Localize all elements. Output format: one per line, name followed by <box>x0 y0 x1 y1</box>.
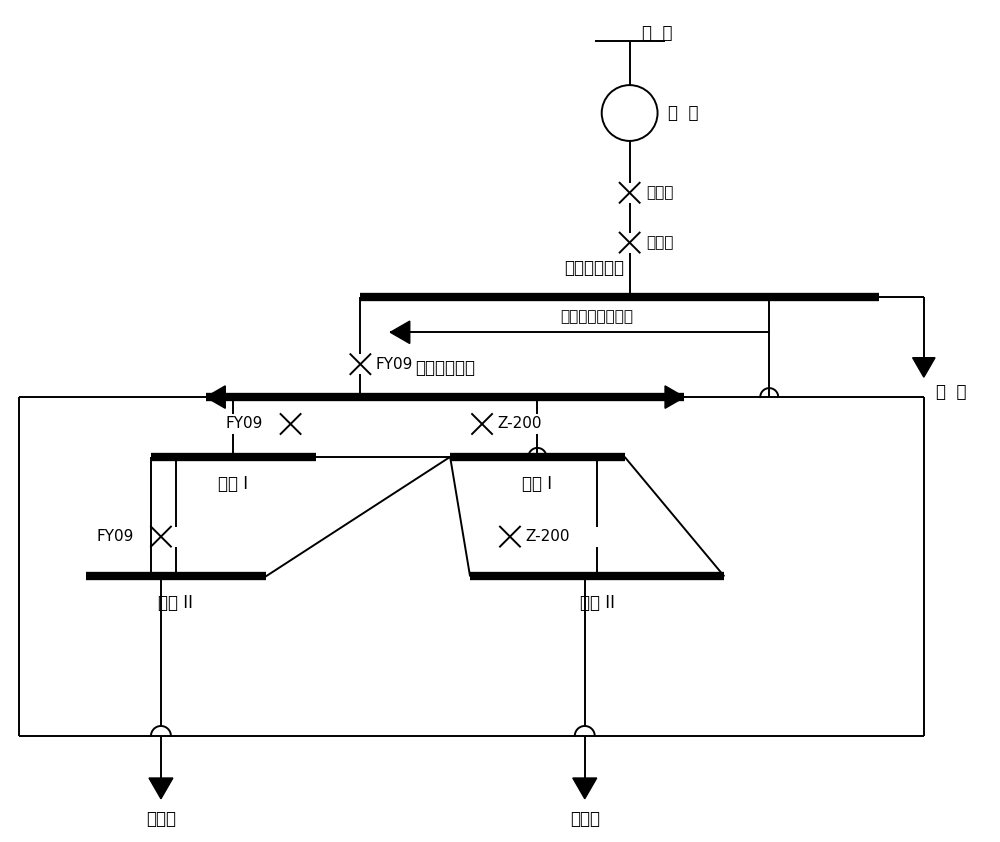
Text: 扫选 II: 扫选 II <box>580 594 615 612</box>
Polygon shape <box>149 778 173 799</box>
Text: 抑制剂: 抑制剂 <box>647 185 674 200</box>
Polygon shape <box>913 358 935 377</box>
Text: 铅精矿: 铅精矿 <box>570 810 600 828</box>
Polygon shape <box>665 386 684 408</box>
Text: FY09: FY09 <box>96 529 134 544</box>
Text: 铜精矿: 铜精矿 <box>146 810 176 828</box>
Text: FY09: FY09 <box>375 357 413 371</box>
Text: FY09: FY09 <box>226 417 263 431</box>
Text: 铜铅分离粗选: 铜铅分离粗选 <box>415 360 475 377</box>
Polygon shape <box>390 321 410 344</box>
Text: 铜铅混合浮选: 铜铅混合浮选 <box>565 259 625 278</box>
Text: 精选 I: 精选 I <box>218 475 248 493</box>
Polygon shape <box>573 778 597 799</box>
Text: 捕收剂: 捕收剂 <box>647 235 674 250</box>
Text: 精选 II: 精选 II <box>158 594 193 612</box>
Text: 尾  矿: 尾 矿 <box>936 383 966 401</box>
Text: Z-200: Z-200 <box>497 417 542 431</box>
Text: 磨  矿: 磨 矿 <box>668 104 698 122</box>
Text: 扫选 I: 扫选 I <box>522 475 552 493</box>
Text: 原  矿: 原 矿 <box>642 24 672 42</box>
Text: （一粗三扫三精）: （一粗三扫三精） <box>560 309 633 324</box>
Polygon shape <box>206 386 225 408</box>
Text: Z-200: Z-200 <box>525 529 569 544</box>
